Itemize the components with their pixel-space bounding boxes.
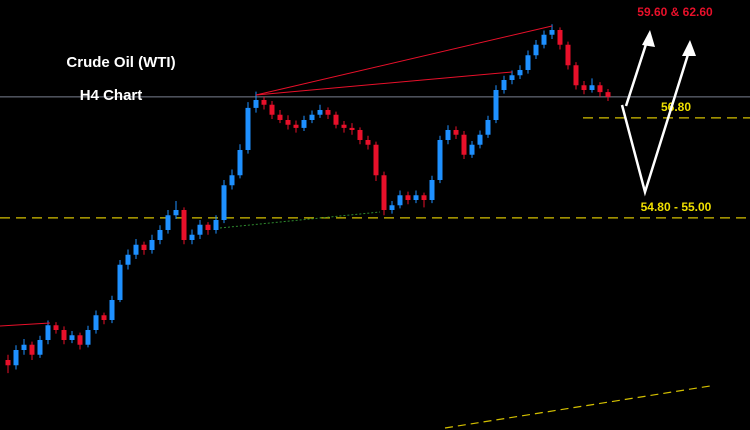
candle-body xyxy=(61,330,67,340)
candle-body xyxy=(109,300,115,320)
candle-body xyxy=(285,120,291,125)
candle-body xyxy=(581,85,587,90)
level-label: 54.80 - 55.00 xyxy=(641,200,712,214)
candle-body xyxy=(413,195,419,200)
channel-line xyxy=(444,385,711,429)
candle-body xyxy=(437,140,443,180)
candle-body xyxy=(541,34,547,45)
candle-body xyxy=(557,30,563,45)
candle-body xyxy=(101,315,107,320)
candle-body xyxy=(245,107,251,150)
candle-body xyxy=(533,44,539,56)
candle-body xyxy=(597,85,603,93)
candle-body xyxy=(453,130,459,135)
candle-body xyxy=(205,224,211,230)
candle-body xyxy=(389,205,395,210)
candle-body xyxy=(53,325,59,330)
candle-body xyxy=(509,75,515,80)
candle-body xyxy=(317,110,323,115)
candle-layer xyxy=(5,24,611,374)
candle-body xyxy=(93,315,99,330)
candle-body xyxy=(341,124,347,128)
line-layer: 56.80 54.80 - 55.00 xyxy=(0,96,750,219)
candle-body xyxy=(13,350,19,366)
chart-subtitle: H4 Chart xyxy=(80,87,143,104)
candle-body xyxy=(237,150,243,176)
candle-body xyxy=(301,120,307,128)
candle-body xyxy=(149,240,155,250)
candle-body xyxy=(373,144,379,176)
trend-line xyxy=(255,71,513,96)
candle-body xyxy=(493,90,499,120)
candle-body xyxy=(309,114,315,120)
candle-body xyxy=(269,104,275,115)
candle-body xyxy=(549,30,555,35)
candle-body xyxy=(85,330,91,345)
candle-body xyxy=(605,92,611,97)
candle-body xyxy=(381,175,387,210)
candle-body xyxy=(77,335,83,345)
candle-body xyxy=(141,244,147,250)
candle-body xyxy=(325,110,331,115)
candle-body xyxy=(165,215,171,230)
target-label: 59.60 & 62.60 xyxy=(637,5,713,19)
chart-title: Crude Oil (WTI) xyxy=(66,54,175,71)
candle-body xyxy=(261,100,267,105)
candle-body xyxy=(125,254,131,265)
arrow-head xyxy=(642,30,655,47)
candle-body xyxy=(37,340,43,355)
candle-body xyxy=(461,134,467,155)
candle-body xyxy=(349,127,355,130)
candle-body xyxy=(573,65,579,86)
projection-arrow xyxy=(620,47,692,197)
candle-body xyxy=(517,70,523,76)
candle-body xyxy=(501,80,507,90)
candle-body xyxy=(69,335,75,340)
candle-body xyxy=(333,114,339,125)
candle-body xyxy=(397,195,403,206)
candle-body xyxy=(117,264,123,300)
candle-body xyxy=(197,224,203,235)
candle-body xyxy=(469,144,475,155)
candle-body xyxy=(29,344,35,355)
candle-body xyxy=(477,134,483,145)
candle-body xyxy=(565,44,571,66)
moving-average-segment xyxy=(0,322,51,327)
trend-line xyxy=(255,25,553,96)
candle-body xyxy=(525,55,531,70)
level-label: 56.80 xyxy=(661,100,691,114)
candle-body xyxy=(21,344,27,350)
candle-body xyxy=(133,244,139,255)
arrow-head xyxy=(682,40,696,56)
projection-arrow xyxy=(624,37,650,107)
candle-body xyxy=(181,210,187,240)
candle-body xyxy=(485,120,491,135)
candle-body xyxy=(229,175,235,186)
candle-body xyxy=(221,185,227,220)
support-line xyxy=(219,211,381,229)
candle-body xyxy=(213,220,219,230)
candle-body xyxy=(189,234,195,240)
candle-body xyxy=(45,325,51,340)
candle-body xyxy=(589,85,595,90)
candle-body xyxy=(5,360,11,366)
candle-body xyxy=(429,180,435,200)
candle-body xyxy=(365,140,371,145)
candle-body xyxy=(253,100,259,108)
candle-body xyxy=(173,210,179,216)
candle-body xyxy=(405,195,411,200)
candle-body xyxy=(157,230,163,240)
candle-body xyxy=(357,130,363,140)
candle-body xyxy=(445,130,451,140)
candle-body xyxy=(421,195,427,200)
candle-body xyxy=(277,114,283,120)
candle-body xyxy=(293,124,299,128)
